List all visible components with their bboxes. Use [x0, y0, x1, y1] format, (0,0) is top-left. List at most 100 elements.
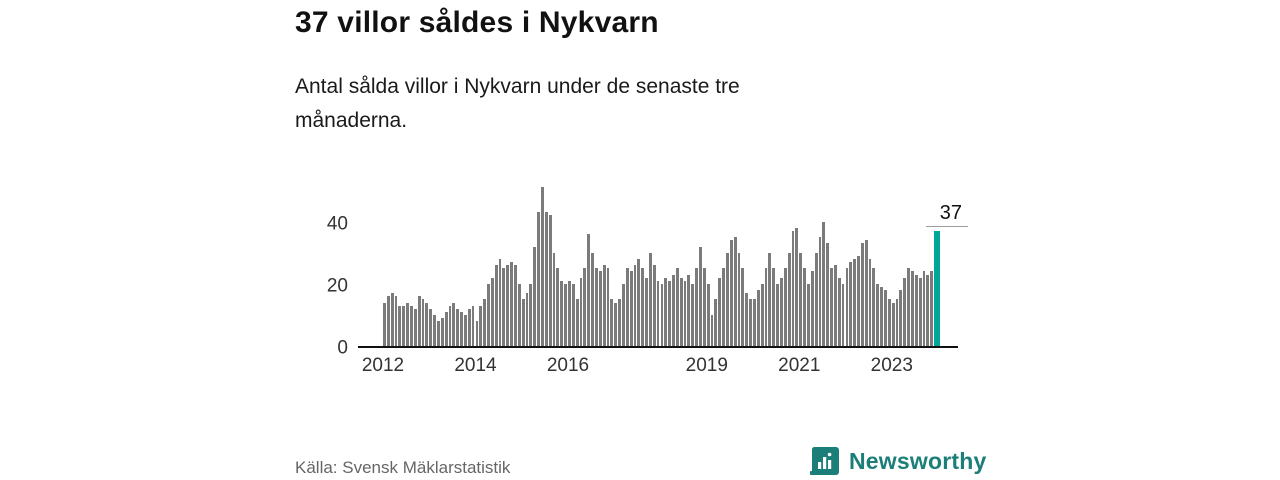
- y-tick-label: 0: [337, 337, 348, 359]
- x-tick-label: 2016: [546, 355, 590, 376]
- bar: [837, 277, 841, 346]
- bar: [429, 308, 433, 346]
- bar: [822, 221, 826, 346]
- bar: [749, 299, 752, 346]
- bars: [383, 175, 940, 346]
- bar: [849, 262, 853, 346]
- y-axis: 0 20 40: [313, 175, 358, 357]
- bar: [614, 302, 618, 346]
- bar: [880, 286, 884, 346]
- bar: [598, 271, 602, 346]
- bar: [656, 280, 660, 346]
- bar: [695, 268, 699, 346]
- bar: [514, 265, 517, 346]
- bar: [729, 240, 733, 346]
- bar: [753, 299, 756, 346]
- x-tick-label: 2014: [454, 355, 497, 376]
- bar: [544, 212, 548, 346]
- bar: [645, 277, 648, 346]
- bar: [664, 277, 668, 346]
- bar: [625, 268, 629, 346]
- page-title: 37 villor såldes i Nykvarn: [295, 6, 659, 39]
- bar: [556, 268, 560, 346]
- bar: [756, 290, 760, 346]
- bar: [845, 268, 849, 346]
- bar: [641, 268, 645, 346]
- highlight-bar: [934, 231, 940, 346]
- bar: [652, 265, 656, 346]
- bar: [571, 283, 575, 346]
- bar: [583, 268, 587, 346]
- bar: [568, 280, 571, 346]
- bar: [833, 265, 837, 346]
- bar: [406, 302, 409, 346]
- bar: [440, 318, 444, 346]
- bar: [490, 277, 494, 346]
- bar: [860, 243, 864, 346]
- bar: [633, 265, 637, 346]
- bar: [830, 268, 833, 346]
- bar: [479, 305, 483, 346]
- bar: [606, 268, 610, 346]
- x-tick-label: 2012: [361, 355, 405, 376]
- bar: [660, 283, 664, 346]
- bar: [487, 283, 490, 346]
- y-tick-label: 40: [326, 213, 348, 235]
- bar: [718, 277, 722, 346]
- bar: [745, 293, 749, 346]
- bar: [587, 234, 591, 346]
- newsworthy-wordmark: Newsworthy: [849, 447, 987, 474]
- bar: [637, 258, 641, 346]
- bar: [425, 302, 429, 346]
- bar: [552, 252, 556, 346]
- bar: [791, 231, 795, 346]
- bar: [475, 321, 479, 346]
- bar: [591, 252, 594, 346]
- bar: [907, 268, 910, 346]
- bar: [891, 302, 895, 346]
- bar: [691, 283, 695, 346]
- bar: [702, 268, 706, 346]
- bar: [683, 280, 687, 346]
- bar: [525, 293, 529, 346]
- bar: [610, 299, 614, 346]
- bar: [390, 293, 394, 346]
- bar: [799, 252, 803, 346]
- bar: [853, 258, 857, 346]
- bar: [710, 314, 714, 346]
- bar: [413, 308, 417, 346]
- bar: [930, 271, 934, 346]
- bar: [884, 290, 887, 346]
- bar: [864, 240, 868, 346]
- newsworthy-logo[interactable]: Newsworthy: [810, 446, 986, 476]
- bar: [926, 274, 930, 346]
- bar: [737, 252, 741, 346]
- bar: [918, 277, 922, 346]
- bar: [456, 308, 460, 346]
- bar: [436, 321, 440, 346]
- chart-subtitle: Antal sålda villor i Nykvarn under de se…: [295, 75, 740, 133]
- bar: [579, 277, 583, 346]
- bar: [471, 305, 475, 346]
- bar: [398, 305, 402, 346]
- bar: [783, 268, 787, 346]
- bar: [448, 305, 452, 346]
- bar: [672, 274, 675, 346]
- bar: [814, 252, 818, 346]
- bar: [383, 302, 386, 346]
- bar: [895, 299, 899, 346]
- bar: [776, 283, 779, 346]
- bar: [433, 314, 436, 346]
- bar: [541, 187, 544, 346]
- bar: [733, 237, 737, 346]
- bar: [510, 262, 514, 346]
- bar: [803, 268, 806, 346]
- bar: [594, 268, 598, 346]
- bar: [537, 212, 540, 346]
- bar: [548, 215, 552, 346]
- x-tick-label: 2021: [778, 355, 821, 376]
- bar: [483, 299, 487, 346]
- bar: [810, 271, 814, 346]
- bar: [706, 283, 710, 346]
- bar: [795, 227, 799, 346]
